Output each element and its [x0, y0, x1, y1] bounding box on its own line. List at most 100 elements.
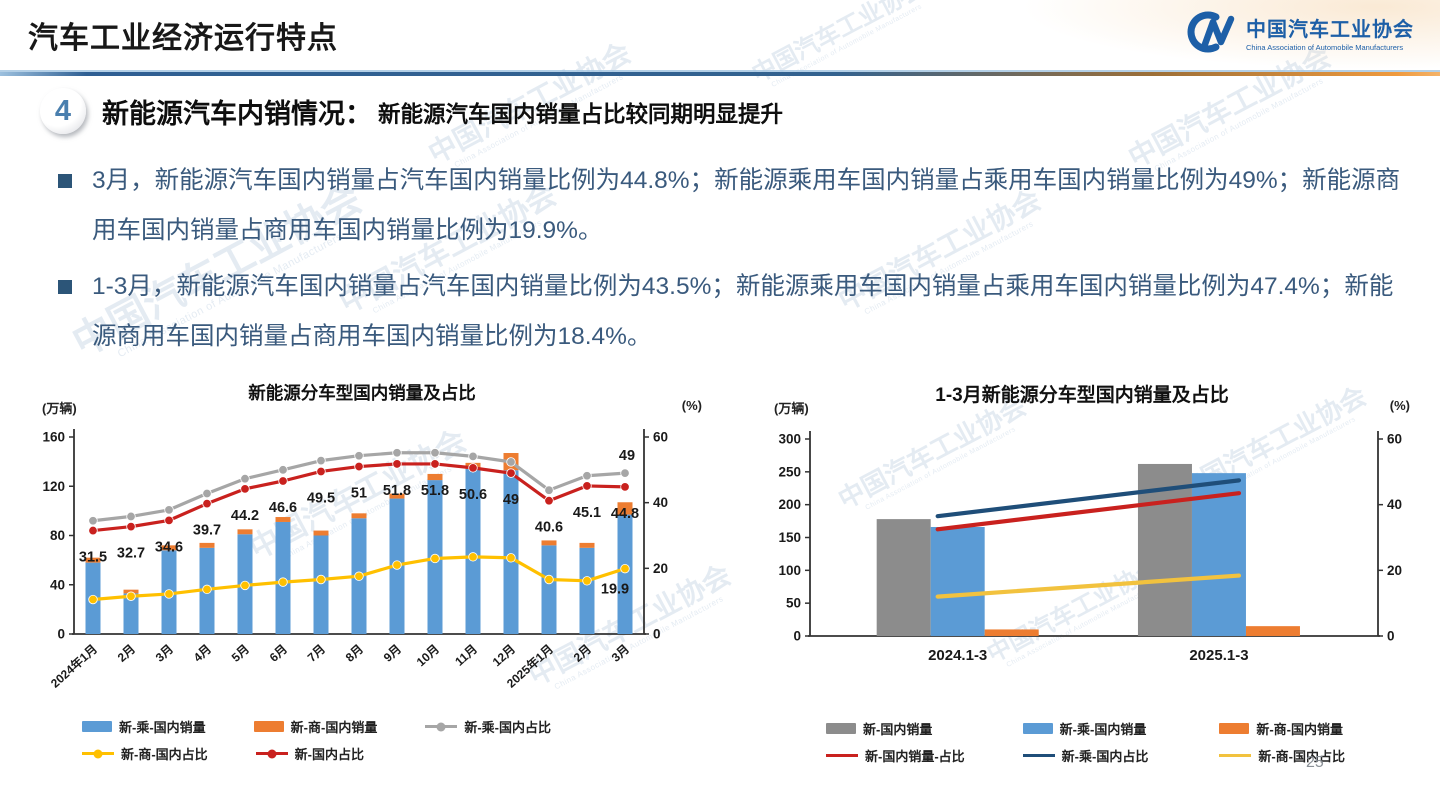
legend-label: 新-国内销量-占比	[865, 749, 965, 764]
svg-text:31.5: 31.5	[79, 550, 107, 566]
svg-text:80: 80	[50, 528, 65, 543]
svg-text:50.6: 50.6	[459, 487, 487, 503]
bars	[85, 453, 633, 634]
svg-text:2月: 2月	[115, 642, 138, 665]
caam-logo-icon	[1187, 11, 1235, 53]
svg-text:300: 300	[778, 432, 801, 447]
legend-label: 新-商-国内销量	[1256, 722, 1344, 737]
caam-logo: 中国汽车工业协会 China Association of Automobile…	[1176, 10, 1414, 54]
page-number: 25	[1306, 754, 1324, 771]
svg-text:4月: 4月	[191, 642, 214, 665]
left-chart-unit-left: (万辆)	[42, 401, 77, 416]
svg-text:20: 20	[653, 561, 668, 576]
legend-row: 新-国内销量-占比 新-乘-国内占比 新-商-国内占比	[826, 746, 1416, 765]
bullet-text-2: 1-3月，新能源汽车国内销量占汽车国内销量比例为43.5%；新能源乘用车国内销量…	[92, 273, 1394, 350]
svg-text:3月: 3月	[609, 642, 632, 665]
svg-text:5月: 5月	[229, 642, 252, 665]
svg-text:34.6: 34.6	[155, 539, 183, 555]
legend-item: 新-商-国内销量	[1219, 719, 1416, 738]
legend-swatch-red-line	[826, 753, 858, 758]
svg-text:51.8: 51.8	[383, 483, 411, 499]
svg-text:200: 200	[778, 497, 801, 512]
bullet-item-2: 1-3月，新能源汽车国内销量占汽车国内销量比例为43.5%；新能源乘用车国内销量…	[58, 262, 1408, 362]
legend-label: 新-乘-国内占比	[1061, 749, 1149, 764]
svg-text:60: 60	[653, 430, 668, 445]
right-chart-unit-right: (%)	[1389, 398, 1410, 413]
header-divider	[0, 72, 1440, 76]
corner-tint	[1020, 0, 1440, 70]
legend-label: 新-国内占比	[294, 747, 365, 762]
legend-swatch-blue-bar	[82, 721, 112, 732]
svg-text:2025.1-3: 2025.1-3	[1189, 647, 1248, 664]
svg-text:49: 49	[503, 492, 519, 508]
svg-text:160: 160	[42, 430, 65, 445]
right-chart-legend: 新-国内销量 新-乘-国内销量 新-商-国内销量 新-国内销量-占比 新-乘-国…	[748, 715, 1416, 769]
legend-label: 新-商-国内占比	[121, 747, 208, 762]
legend-label: 新-乘-国内占比	[464, 720, 552, 735]
legend-swatch-gray-bar	[826, 723, 856, 734]
legend-swatch-orange-bar	[253, 721, 284, 732]
svg-text:2024年1月: 2024年1月	[47, 641, 100, 691]
lines	[88, 448, 630, 605]
bullet-list: 3月，新能源汽车国内销量占汽车国内销量比例为44.8%；新能源乘用车国内销量占乘…	[58, 156, 1408, 368]
svg-text:6月: 6月	[267, 642, 290, 665]
legend-swatch-yellow-line	[82, 749, 114, 758]
legend-item: 新-乘-国内销量	[82, 717, 206, 736]
legend-swatch-red-line	[255, 749, 288, 758]
right-chart-plot: 0 50 100 150 200 250 300 0 20 40 60 2024.1-3 2025.1-…	[778, 431, 1402, 664]
svg-text:0: 0	[793, 629, 801, 644]
svg-text:0: 0	[1387, 629, 1395, 644]
svg-text:2月: 2月	[571, 642, 594, 665]
right-chart-title: 1-3月新能源分车型国内销量及占比	[935, 385, 1229, 406]
svg-text:60: 60	[1387, 432, 1402, 447]
svg-text:3月: 3月	[153, 642, 176, 665]
legend-label: 新-国内销量	[863, 722, 933, 737]
lines	[935, 478, 1242, 599]
right-chart-unit-left: (万辆)	[774, 401, 809, 416]
legend-swatch-blue-bar	[1022, 723, 1053, 734]
section-heading: 4 新能源汽车内销情况： 新能源汽车国内销量占比较同期明显提升	[40, 88, 783, 134]
bullet-marker	[58, 174, 72, 188]
legend-label: 新-商-国内销量	[290, 720, 378, 735]
svg-text:11月: 11月	[452, 642, 480, 669]
quarterly-nev-chart: 1-3月新能源分车型国内销量及占比 (万辆) (%) 0 50 100 150 200 2…	[748, 372, 1416, 800]
svg-text:120: 120	[42, 479, 65, 494]
svg-text:40.6: 40.6	[535, 520, 563, 536]
legend-item: 新-国内占比	[255, 744, 365, 763]
svg-text:150: 150	[778, 530, 801, 545]
legend-label: 新-乘-国内销量	[1059, 722, 1147, 737]
bullet-marker	[58, 280, 72, 294]
svg-text:51: 51	[351, 486, 367, 502]
bars	[876, 463, 1300, 636]
legend-label: 新-商-国内占比	[1258, 749, 1346, 764]
legend-label: 新-乘-国内销量	[119, 720, 206, 735]
legend-row: 新-商-国内占比 新-国内占比	[82, 744, 708, 763]
svg-text:40: 40	[50, 577, 65, 592]
svg-text:45.1: 45.1	[573, 505, 601, 521]
svg-text:9月: 9月	[381, 642, 404, 665]
svg-text:44.8: 44.8	[611, 506, 639, 522]
svg-text:49: 49	[619, 448, 635, 464]
legend-row: 新-乘-国内销量 新-商-国内销量 新-乘-国内占比	[82, 717, 708, 736]
caam-logo-text: 中国汽车工业协会 China Association of Automobile…	[1246, 13, 1414, 52]
legend-swatch-darkblue-line	[1022, 753, 1055, 758]
left-chart-plot: 0 40 80 120 160 0 20 40 60 31.5 32.7 34.6 39.7 44.2 46…	[42, 429, 668, 691]
svg-text:40: 40	[653, 495, 668, 510]
svg-text:12月: 12月	[490, 642, 518, 669]
legend-swatch-gray-line	[425, 722, 458, 731]
svg-text:0: 0	[653, 627, 661, 642]
svg-text:7月: 7月	[305, 642, 328, 665]
svg-text:49.5: 49.5	[307, 490, 335, 506]
legend-item: 新-商-国内占比	[82, 744, 208, 763]
legend-item: 新-国内销量	[826, 719, 1023, 738]
legend-item: 新-商-国内销量	[253, 717, 378, 736]
section-title: 新能源汽车内销情况：	[102, 98, 372, 129]
svg-text:0: 0	[57, 627, 65, 642]
bullet-text-1: 3月，新能源汽车国内销量占汽车国内销量比例为44.8%；新能源乘用车国内销量占乘…	[92, 167, 1401, 244]
section-subtitle: 新能源汽车国内销量占比较同期明显提升	[378, 101, 784, 127]
legend-swatch-yellow-line	[1219, 753, 1252, 758]
legend-item: 新-国内销量-占比	[826, 746, 1023, 765]
legend-item: 新-乘-国内占比	[1022, 746, 1220, 765]
